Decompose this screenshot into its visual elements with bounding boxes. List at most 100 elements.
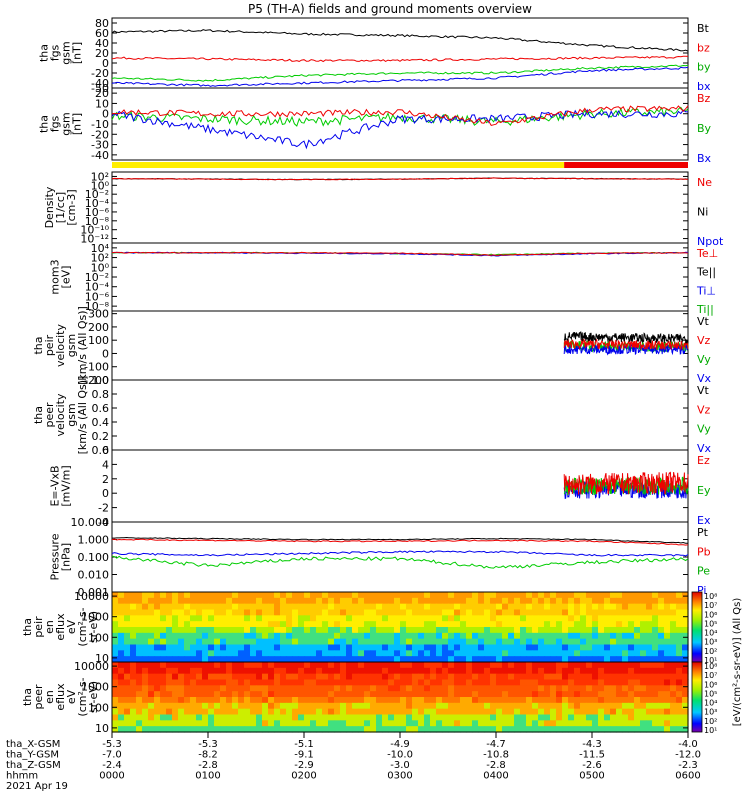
spectrogram-cell xyxy=(310,726,317,733)
spectrogram-cell xyxy=(676,691,683,698)
spectrogram-cell xyxy=(526,638,533,646)
spectrogram-cell xyxy=(178,708,185,716)
spectrogram-cell xyxy=(196,679,203,686)
spectrogram-cell xyxy=(124,615,131,622)
spectrogram-cell xyxy=(148,609,155,616)
panel-frame xyxy=(111,17,689,89)
spectrogram-cell xyxy=(538,708,545,716)
spectrogram-cell xyxy=(412,708,419,716)
spectrogram-cell xyxy=(148,650,155,657)
spectrogram-cell xyxy=(658,638,665,646)
spectrogram-cell xyxy=(586,627,593,634)
spectrogram-cell xyxy=(658,720,665,727)
spectrogram-cell xyxy=(364,621,371,628)
spectrogram-cell xyxy=(298,673,305,681)
spectrogram-cell xyxy=(196,702,203,710)
x-tick-label: -2.8 xyxy=(486,760,506,771)
spectrogram-cell xyxy=(130,702,137,710)
spectrogram-cell xyxy=(394,726,401,733)
spectrogram-cell xyxy=(256,726,263,733)
spectrogram-cell xyxy=(646,597,653,605)
spectrogram-cell xyxy=(154,720,161,727)
spectrogram-cell xyxy=(238,685,245,692)
spectrogram-cell xyxy=(268,685,275,692)
spectrogram-cell xyxy=(466,726,473,733)
spectrogram-cell xyxy=(358,697,365,704)
spectrogram-cell xyxy=(676,720,683,727)
spectrogram-cell xyxy=(184,632,191,640)
spectrogram-cell xyxy=(568,644,575,651)
spectrogram-cell xyxy=(466,708,473,716)
spectrogram-cell xyxy=(190,697,197,704)
spectrogram-cell xyxy=(166,597,173,605)
spectrogram-cell xyxy=(334,720,341,727)
spectrogram-cell xyxy=(490,638,497,646)
spectrogram-cell xyxy=(664,662,671,669)
spectrogram-cell xyxy=(142,621,149,628)
spectrogram-cell xyxy=(394,714,401,721)
spectrogram-cell xyxy=(226,644,233,651)
spectrogram-cell xyxy=(256,603,263,611)
spectrogram-cell xyxy=(148,702,155,710)
spectrogram-cell xyxy=(520,708,527,716)
spectrogram-cell xyxy=(178,627,185,634)
spectrogram-cell xyxy=(346,597,353,605)
spectrogram-cell xyxy=(532,714,539,721)
spectrogram-cell xyxy=(424,720,431,727)
spectrogram-cell xyxy=(172,714,179,721)
y-tick-label: 0.100 xyxy=(78,551,110,564)
spectrogram-cell xyxy=(490,603,497,611)
legend-item: Vz xyxy=(697,403,711,416)
spectrogram-cell xyxy=(472,615,479,622)
spectrogram-cell xyxy=(598,662,605,669)
spectrogram-cell xyxy=(406,621,413,628)
spectrogram-cell xyxy=(346,615,353,622)
spectrogram-cell xyxy=(496,667,503,675)
y-axis-label: gsm xyxy=(65,334,78,357)
spectrogram-cell xyxy=(418,720,425,727)
spectrogram-cell xyxy=(430,691,437,698)
spectrogram-cell xyxy=(262,650,269,657)
spectrogram-cell xyxy=(364,615,371,622)
spectrogram-cell xyxy=(238,656,245,663)
spectrogram-cell xyxy=(400,691,407,698)
spectrogram-cell xyxy=(520,697,527,704)
spectrogram-cell xyxy=(472,656,479,663)
spectrogram-cell xyxy=(196,638,203,646)
spectrogram-cell xyxy=(340,679,347,686)
spectrogram-cell xyxy=(550,656,557,663)
spectrogram-cell xyxy=(112,667,119,675)
legend-item: Vx xyxy=(697,372,712,385)
spectrogram-cell xyxy=(358,673,365,681)
spectrogram-cell xyxy=(466,656,473,663)
spectrogram-cell xyxy=(382,726,389,733)
spectrogram-cell xyxy=(418,691,425,698)
spectrogram-cell xyxy=(202,603,209,611)
legend-item: By xyxy=(697,122,712,135)
spectrogram-cell xyxy=(364,667,371,675)
spectrogram-cell xyxy=(490,673,497,681)
spectrogram-cell xyxy=(184,592,191,599)
spectrogram-cell xyxy=(358,667,365,675)
spectrogram-cell xyxy=(388,621,395,628)
spectrogram-cell xyxy=(280,632,287,640)
spectrogram-cell xyxy=(508,627,515,634)
spectrogram-cell xyxy=(508,714,515,721)
spectrogram-cell xyxy=(532,708,539,716)
spectrogram-cell xyxy=(250,691,257,698)
spectrogram-cell xyxy=(226,685,233,692)
spectrogram-cell xyxy=(412,644,419,651)
spectrogram-cell xyxy=(226,650,233,657)
spectrogram-cell xyxy=(562,632,569,640)
spectrogram-cell xyxy=(232,650,239,657)
spectrogram-cell xyxy=(448,697,455,704)
spectrogram-cell xyxy=(658,708,665,716)
spectrogram-cell xyxy=(256,662,263,669)
spectrogram-cell xyxy=(568,627,575,634)
spectrogram-cell xyxy=(112,603,119,611)
spectrogram-cell xyxy=(406,627,413,634)
spectrogram-cell xyxy=(610,627,617,634)
spectrogram-cell xyxy=(322,621,329,628)
spectrogram-cell xyxy=(484,697,491,704)
mode-bar-segment xyxy=(112,162,565,168)
